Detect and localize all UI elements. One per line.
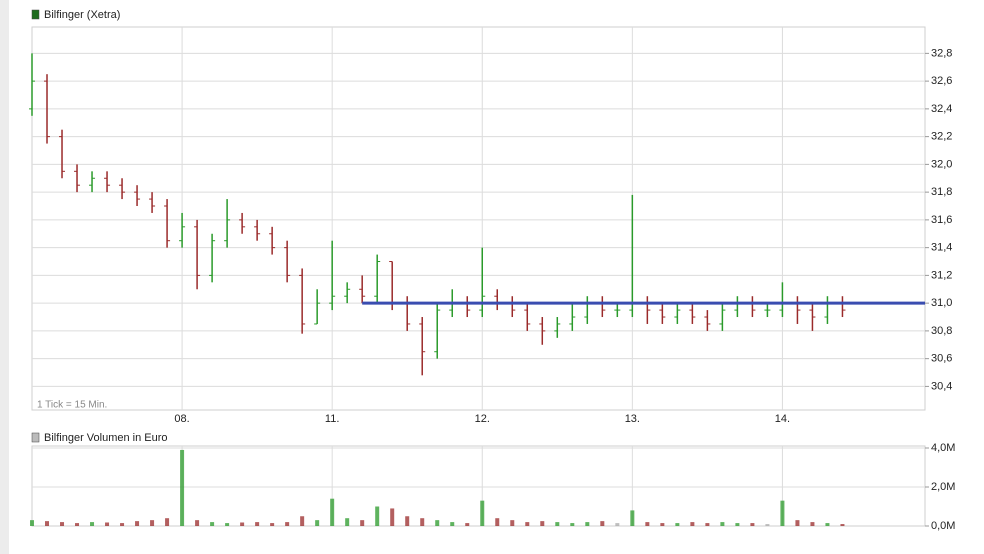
volume-title: Bilfinger Volumen in Euro bbox=[44, 432, 168, 444]
price-frame bbox=[31, 26, 926, 411]
volume-bar bbox=[735, 523, 740, 526]
y-tick-label: 32,6 bbox=[931, 75, 952, 87]
y-tick-label: 31,2 bbox=[931, 269, 952, 281]
volume-bar bbox=[285, 522, 290, 526]
volume-bar bbox=[600, 521, 605, 526]
volume-bar bbox=[780, 500, 785, 526]
volume-frame bbox=[31, 445, 926, 527]
volume-bar bbox=[165, 518, 170, 526]
y-tick-label: 31,0 bbox=[931, 297, 952, 309]
volume-bar bbox=[195, 520, 200, 526]
x-tick-label: 12. bbox=[475, 413, 490, 425]
volume-bar bbox=[105, 522, 110, 526]
chart-title: Bilfinger (Xetra) bbox=[44, 9, 120, 21]
volume-bar bbox=[180, 449, 185, 526]
volume-bar bbox=[720, 522, 725, 526]
y-tick-label: 32,0 bbox=[931, 158, 952, 170]
volume-bar bbox=[45, 521, 50, 526]
y-tick-label: 32,8 bbox=[931, 47, 952, 59]
volume-bar bbox=[315, 520, 320, 526]
volume-bar bbox=[795, 520, 800, 526]
volume-bar bbox=[60, 522, 65, 526]
volume-bar bbox=[495, 518, 500, 526]
volume-bar bbox=[255, 522, 260, 526]
volume-bar bbox=[75, 523, 80, 526]
volume-bar bbox=[210, 522, 215, 526]
y-tick-label: 31,6 bbox=[931, 214, 952, 226]
volume-bar bbox=[510, 520, 515, 526]
annotation: 1 Tick = 15 Min. bbox=[37, 400, 107, 411]
volume-bar bbox=[150, 520, 155, 526]
y-tick-label: 0,0M bbox=[931, 520, 955, 532]
volume-bar bbox=[825, 523, 830, 526]
y-tick-label: 32,2 bbox=[931, 131, 952, 143]
x-tick-label: 14. bbox=[775, 413, 790, 425]
volume-bar bbox=[420, 518, 425, 526]
volume-bar bbox=[675, 523, 680, 526]
volume-bar bbox=[375, 506, 380, 526]
volume-bar bbox=[750, 523, 755, 526]
volume-bar bbox=[345, 518, 350, 526]
volume-bar bbox=[120, 523, 125, 526]
volume-bar bbox=[330, 498, 335, 526]
x-tick-label: 08. bbox=[174, 413, 189, 425]
x-tick-label: 11. bbox=[325, 413, 339, 425]
y-tick-label: 31,4 bbox=[931, 242, 952, 254]
x-tick-label: 13. bbox=[625, 413, 640, 425]
volume-bar bbox=[135, 521, 140, 526]
volume-bar bbox=[240, 522, 245, 526]
volume-bar bbox=[435, 520, 440, 526]
volume-bar bbox=[30, 520, 34, 526]
y-tick-label: 32,4 bbox=[931, 103, 952, 115]
volume-bar bbox=[225, 523, 230, 526]
side-strip bbox=[0, 0, 9, 554]
volume-bar bbox=[525, 522, 530, 526]
volume-bar bbox=[630, 510, 635, 526]
volume-bar bbox=[570, 523, 575, 526]
volume-bar bbox=[555, 522, 560, 526]
volume-bar bbox=[465, 523, 470, 526]
legend-swatch-price bbox=[31, 9, 40, 20]
volume-bar bbox=[690, 522, 695, 526]
volume-bar bbox=[405, 516, 410, 526]
legend-swatch-volume bbox=[31, 432, 40, 443]
volume-bar bbox=[300, 516, 305, 526]
volume-bar bbox=[840, 524, 845, 526]
y-tick-label: 30,4 bbox=[931, 380, 952, 392]
volume-bar bbox=[390, 508, 395, 526]
volume-bar bbox=[660, 523, 665, 526]
volume-bar bbox=[450, 522, 455, 526]
volume-bar bbox=[90, 522, 95, 526]
volume-bar bbox=[540, 521, 545, 526]
volume-bar bbox=[270, 523, 275, 526]
volume-bar bbox=[360, 520, 365, 526]
volume-bar bbox=[705, 523, 710, 526]
y-tick-label: 2,0M bbox=[931, 481, 955, 493]
volume-bar bbox=[615, 523, 620, 526]
y-tick-label: 30,8 bbox=[931, 325, 952, 337]
volume-bar bbox=[585, 522, 590, 526]
y-tick-label: 4,0M bbox=[931, 442, 955, 454]
volume-bar bbox=[765, 524, 770, 526]
y-tick-label: 31,8 bbox=[931, 186, 952, 198]
volume-bar bbox=[480, 500, 485, 526]
volume-bar bbox=[645, 522, 650, 526]
y-tick-label: 30,6 bbox=[931, 353, 952, 365]
volume-bar bbox=[810, 522, 815, 526]
